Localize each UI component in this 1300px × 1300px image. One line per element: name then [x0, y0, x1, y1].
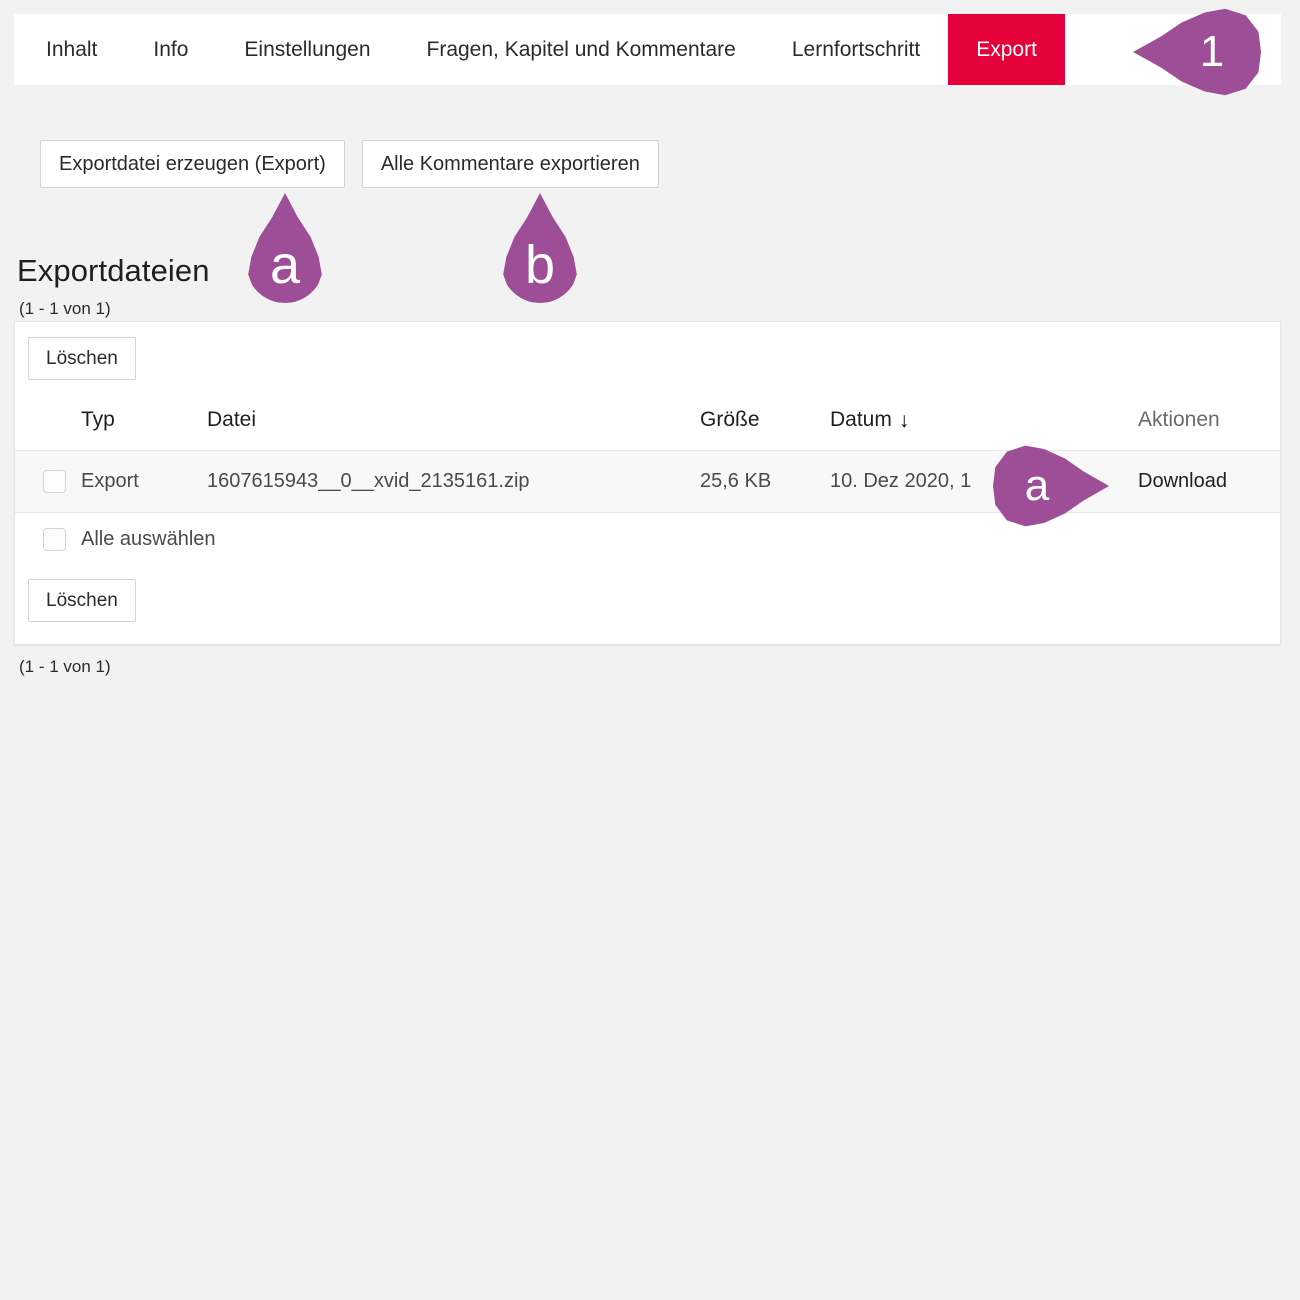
- row-select-checkbox[interactable]: [43, 470, 66, 494]
- download-link[interactable]: Download: [1138, 470, 1227, 493]
- row-checkbox-cell: [15, 451, 81, 513]
- tab-export-label: Export: [976, 37, 1037, 61]
- cell-typ: Export: [81, 470, 139, 493]
- header-datei[interactable]: Datei: [207, 408, 257, 431]
- export-all-comments-button[interactable]: Alle Kommentare exportieren: [361, 140, 659, 188]
- tab-info-label: Info: [153, 37, 189, 61]
- tab-inhalt-label: Inhalt: [46, 37, 98, 61]
- page-title: Exportdateien: [17, 253, 210, 288]
- header-checkbox: [15, 398, 81, 451]
- tab-fragen-kapitel-kommentare-label: Fragen, Kapitel und Kommentare: [426, 37, 736, 61]
- tab-export[interactable]: Export: [948, 14, 1065, 85]
- cell-datum: 10. Dez 2020, 1: [830, 470, 972, 493]
- table-head: Typ Datei Größe Datum ↓ Aktionen: [15, 398, 1280, 451]
- tab-einstellungen-label: Einstellungen: [244, 37, 371, 61]
- select-all-label: Alle auswählen: [81, 528, 216, 551]
- header-typ[interactable]: Typ: [81, 408, 115, 431]
- sort-descending-arrow-icon[interactable]: ↓: [898, 409, 910, 432]
- tab-info[interactable]: Info: [125, 14, 216, 85]
- callout-marker-a-generate-export: a: [248, 193, 322, 303]
- select-all-checkbox-cell: [15, 513, 81, 566]
- cell-aktionen: Download: [1125, 451, 1280, 513]
- table-header-row: Typ Datei Größe Datum ↓ Aktionen: [15, 398, 1280, 451]
- callout-marker-b-export-comments: b: [503, 193, 577, 303]
- cell-datei: 1607615943__0__xvid_2135161.zip: [207, 470, 530, 493]
- cell-groesse: 25,6 KB: [700, 470, 772, 493]
- result-count-top: (1 - 1 von 1): [19, 299, 111, 318]
- header-aktionen: Aktionen: [1138, 408, 1220, 431]
- generate-export-file-button[interactable]: Exportdatei erzeugen (Export): [40, 140, 345, 188]
- header-datum[interactable]: Datum ↓: [830, 398, 1125, 451]
- main-navigation: Inhalt Info Einstellungen Fragen, Kapite…: [14, 14, 1281, 85]
- tab-lernfortschritt-label: Lernfortschritt: [791, 37, 921, 61]
- select-all-checkbox[interactable]: [43, 528, 66, 552]
- header-datum-label: Datum: [830, 408, 892, 431]
- export-toolbar: Exportdatei erzeugen (Export) Alle Komme…: [40, 140, 659, 188]
- tab-fragen-kapitel-kommentare[interactable]: Fragen, Kapitel und Kommentare: [399, 14, 764, 85]
- panel-top-actions: Löschen: [15, 322, 1280, 398]
- tab-einstellungen[interactable]: Einstellungen: [216, 14, 398, 85]
- delete-button-bottom[interactable]: Löschen: [28, 579, 136, 623]
- tab-lernfortschritt[interactable]: Lernfortschritt: [764, 14, 948, 85]
- result-count-bottom: (1 - 1 von 1): [19, 657, 111, 676]
- select-all-row: Alle auswählen: [15, 513, 1280, 566]
- delete-button-top[interactable]: Löschen: [28, 337, 136, 380]
- panel-bottom-actions: Löschen: [15, 565, 1280, 644]
- header-groesse[interactable]: Größe: [700, 408, 760, 431]
- tab-inhalt[interactable]: Inhalt: [14, 14, 125, 85]
- table-body: Export 1607615943__0__xvid_2135161.zip 2…: [15, 450, 1280, 566]
